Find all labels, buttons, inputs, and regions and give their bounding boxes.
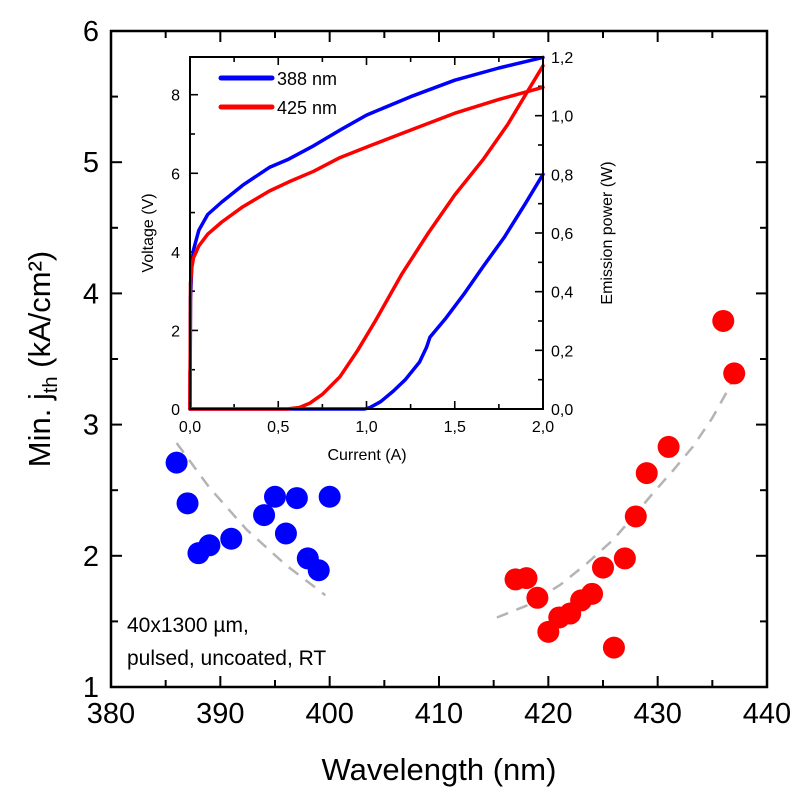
blue-data-point [253,504,276,527]
inset-legend: 388 nm 425 nm [218,69,337,118]
inset-y-left-tick-label: 8 [171,88,180,105]
x-tick-label: 440 [743,698,791,730]
main-x-axis-title: Wavelength (nm) [322,752,557,787]
annotation-line-2: pulsed, uncoated, RT [127,647,326,670]
inset-x-axis-title: Current (A) [327,447,406,464]
blue-data-point [285,487,308,510]
svg-text:Min. jth (kA/cm²): Min. jth (kA/cm²) [22,251,62,467]
inset-y-right-tick-label: 1,0 [551,109,573,126]
red-data-point [712,309,735,332]
inset-y-left-axis-title: Voltage (V) [140,193,157,272]
inset-frame-overlay [189,56,544,410]
x-tick-label: 430 [633,698,681,730]
main-y-axis-title: Min. jth (kA/cm²) [22,251,62,467]
blue-data-point [318,485,341,508]
388-nm-voltage-line [188,55,545,411]
inset-x-tick-label: 1,0 [355,419,377,436]
red-data-point [602,636,625,659]
blue-data-point [198,534,221,557]
red-data-point [515,567,538,590]
y-axis-title-subscript: th [40,376,62,393]
inset-x-tick-label: 0,0 [179,419,201,436]
annotation-line-1: 40x1300 µm, [127,614,249,637]
x-tick-label: 390 [196,698,244,730]
inset-y-left-tick-label: 2 [171,323,180,340]
y-tick-label: 5 [83,147,99,179]
blue-data-point [307,559,330,582]
y-axis-title-main: Min. j [22,393,57,467]
388-nm-power-line [188,172,545,411]
inset-x-tick-label: 1,5 [444,419,466,436]
inset-x-tick-label: 0,5 [267,419,289,436]
blue-data-point [220,527,243,550]
inset-y-right-axis-title: Emission power (W) [599,161,616,304]
inset-tick-labels: 0,0 0,5 1,0 1,5 2,0 0 2 4 6 8 0,0 0,2 0,4 0,6 0,8 1,0 1,… [171,50,573,436]
inset-y-right-tick-label: 0,6 [551,226,573,243]
blue-data-point [274,522,297,545]
blue-data-point [176,492,199,515]
inset-y-left-tick-label: 6 [171,166,180,183]
y-tick-label: 4 [83,278,99,310]
y-axis-title-unit: (kA/cm²) [22,251,57,377]
red-data-point [723,362,746,385]
inset-y-right-tick-label: 1,2 [551,50,573,67]
y-tick-label: 2 [83,541,99,573]
red-data-point [635,462,658,485]
inset-x-tick-label: 2,0 [532,419,554,436]
x-tick-label: 400 [305,698,353,730]
inset-y-left-tick-label: 4 [171,245,180,262]
legend-label-388nm: 388 nm [277,69,337,89]
legend-label-425nm: 425 nm [277,98,337,118]
red-data-point [581,582,604,605]
red-fit-line [496,378,735,619]
red-data-point [592,556,614,579]
red-data-point [526,586,549,609]
x-tick-label: 380 [87,698,135,730]
red-data-point [624,505,647,528]
inset-y-right-tick-label: 0,2 [551,343,573,360]
main-ticks [111,31,767,687]
x-tick-label: 420 [524,698,572,730]
blue-data-point [165,451,188,474]
main-data-points [165,309,746,659]
inset-y-left-tick-label: 0 [171,402,180,419]
blue-fit-line [175,442,327,597]
y-tick-label: 6 [83,16,99,48]
inset-y-right-tick-label: 0,0 [551,402,573,419]
y-tick-label: 1 [83,672,99,704]
y-tick-label: 3 [83,410,99,442]
red-data-point [657,435,680,458]
x-tick-label: 410 [415,698,463,730]
inset-y-right-tick-label: 0,4 [551,285,573,302]
main-fit-lines [175,378,735,619]
inset-plot-frame [189,56,544,410]
inset-y-right-tick-label: 0,8 [551,167,573,184]
blue-data-point [264,485,286,508]
425-nm-voltage-line [188,85,545,411]
red-data-point [613,547,636,570]
